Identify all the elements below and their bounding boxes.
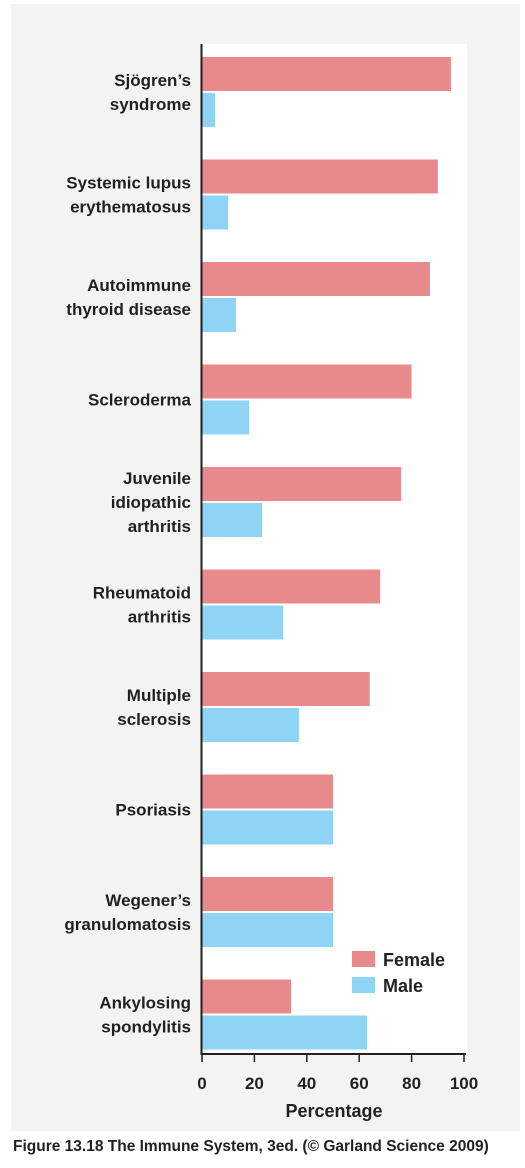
x-tick-label-5: 100 bbox=[450, 1074, 478, 1093]
bar-male-2 bbox=[202, 298, 237, 332]
bar-female-9 bbox=[202, 979, 292, 1014]
bars-layer bbox=[202, 57, 451, 1050]
bar-female-7 bbox=[202, 774, 333, 809]
category-label-2-line-1: thyroid disease bbox=[66, 300, 191, 319]
bar-male-5 bbox=[202, 605, 284, 640]
bar-female-1 bbox=[202, 159, 438, 194]
category-label-5-line-0: Rheumatoid bbox=[93, 584, 191, 603]
category-label-2-line-0: Autoimmune bbox=[87, 276, 191, 295]
category-label-9-line-1: spondylitis bbox=[101, 1018, 191, 1037]
category-label-8-line-1: granulomatosis bbox=[64, 915, 191, 934]
category-label-6-line-1: sclerosis bbox=[117, 710, 191, 729]
bar-male-7 bbox=[202, 810, 333, 845]
category-label-5-line-1: arthritis bbox=[128, 608, 191, 627]
bar-male-1 bbox=[202, 195, 229, 230]
bar-female-5 bbox=[202, 569, 381, 604]
category-label-9-line-0: Ankylosing bbox=[99, 994, 191, 1013]
bar-male-4 bbox=[202, 503, 263, 537]
x-tick-label-0: 0 bbox=[197, 1074, 206, 1093]
category-label-1-line-1: erythematosus bbox=[70, 198, 191, 217]
x-ticks: 0 20 40 60 80 100 bbox=[197, 1054, 478, 1093]
bar-male-8 bbox=[202, 913, 333, 947]
x-tick-label-2: 40 bbox=[297, 1074, 316, 1093]
category-label-4-line-0: Juvenile bbox=[123, 469, 191, 488]
chart: Sjögren’s syndrome Systemic lupus erythemat… bbox=[64, 44, 478, 1121]
x-tick-label-4: 80 bbox=[402, 1074, 421, 1093]
category-label-4-line-2: arthritis bbox=[128, 517, 191, 536]
bar-male-3 bbox=[202, 400, 250, 435]
bar-female-4 bbox=[202, 467, 402, 501]
bar-female-3 bbox=[202, 364, 412, 399]
category-label-0-line-0: Sjögren’s bbox=[114, 71, 191, 90]
bar-female-2 bbox=[202, 262, 430, 296]
bar-female-6 bbox=[202, 672, 370, 706]
category-label-7-line-0: Psoriasis bbox=[115, 801, 191, 820]
category-label-1-line-0: Systemic lupus bbox=[66, 174, 191, 193]
legend: Female Male bbox=[352, 950, 445, 996]
category-labels: Sjögren’s syndrome Systemic lupus erythemat… bbox=[64, 71, 191, 1037]
legend-label-male: Male bbox=[383, 976, 423, 996]
category-label-6-line-0: Multiple bbox=[127, 686, 191, 705]
legend-label-female: Female bbox=[383, 950, 445, 970]
category-label-8-line-0: Wegener’s bbox=[105, 891, 191, 910]
bar-male-0 bbox=[202, 93, 216, 127]
bar-female-0 bbox=[202, 57, 451, 91]
legend-swatch-male bbox=[352, 977, 375, 993]
bar-female-8 bbox=[202, 877, 333, 911]
x-axis-title: Percentage bbox=[285, 1101, 382, 1121]
bar-male-9 bbox=[202, 1015, 368, 1050]
x-tick-label-3: 60 bbox=[350, 1074, 369, 1093]
category-label-0-line-1: syndrome bbox=[110, 95, 191, 114]
legend-swatch-female bbox=[352, 951, 375, 967]
figure-caption: Figure 13.18 The Immune System, 3ed. (© … bbox=[13, 1138, 489, 1155]
x-tick-label-1: 20 bbox=[245, 1074, 264, 1093]
category-label-3-line-0: Scleroderma bbox=[88, 391, 192, 410]
category-label-4-line-1: idiopathic bbox=[111, 493, 191, 512]
bar-male-6 bbox=[202, 708, 299, 742]
